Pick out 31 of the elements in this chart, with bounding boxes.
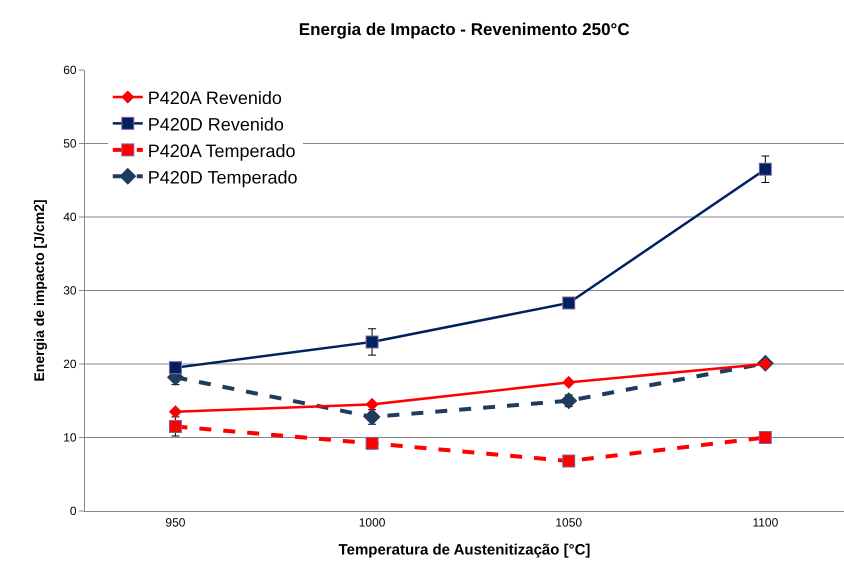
legend-label: P420A Revenido bbox=[148, 88, 282, 108]
x-tick-label: 1100 bbox=[752, 515, 779, 530]
point bbox=[560, 392, 578, 410]
chart-title: Energia de Impacto - Revenimento 250°C bbox=[298, 20, 630, 39]
point bbox=[169, 405, 182, 418]
point bbox=[758, 162, 772, 176]
y-tick-label: 40 bbox=[63, 210, 77, 224]
point bbox=[366, 335, 379, 348]
y-tick-label: 30 bbox=[63, 284, 77, 298]
y-tick-label: 60 bbox=[63, 63, 77, 78]
legend-label: P420D Revenido bbox=[148, 114, 284, 134]
y-tick-label: 50 bbox=[63, 136, 77, 151]
point bbox=[562, 454, 576, 468]
y-tick-label: 0 bbox=[70, 504, 77, 518]
y-axis-title: Energia de impacto [J/cm2] bbox=[30, 199, 47, 382]
x-axis-title: Temperatura de Austenitização [°C] bbox=[338, 541, 590, 558]
point bbox=[366, 436, 379, 450]
x-tick-label: 1000 bbox=[358, 515, 386, 530]
y-tick-label: 10 bbox=[63, 430, 77, 445]
point bbox=[562, 376, 576, 389]
point bbox=[168, 361, 182, 374]
x-tick-label: 1050 bbox=[555, 515, 582, 530]
point bbox=[168, 420, 182, 433]
point bbox=[758, 431, 772, 444]
point bbox=[562, 296, 576, 310]
point bbox=[364, 408, 380, 426]
legend-label: P420D Temperado bbox=[148, 167, 298, 188]
y-tick-label: 20 bbox=[63, 357, 77, 372]
x-tick-label: 950 bbox=[165, 515, 186, 530]
legend-label: P420A Temperado bbox=[148, 140, 296, 161]
point bbox=[366, 398, 378, 411]
